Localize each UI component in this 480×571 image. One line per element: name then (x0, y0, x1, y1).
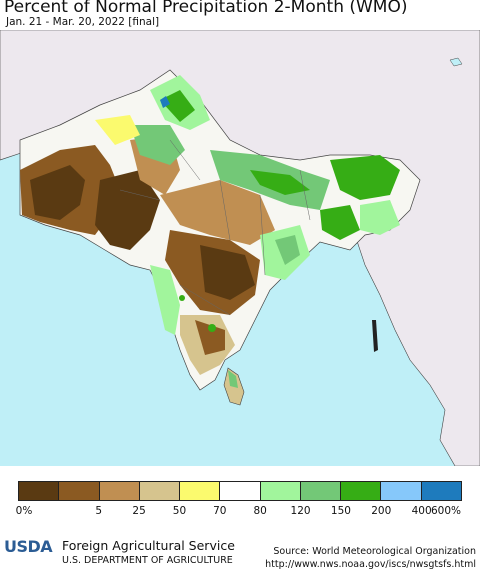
lake-north (449, 57, 463, 67)
legend-swatch-2 (99, 482, 140, 500)
region-wet-bangladesh (320, 205, 360, 240)
legend-tick: 120 (290, 505, 311, 517)
usda-logo: USDA (4, 537, 53, 556)
source-line: Source: World Meteorological Organizatio… (273, 546, 476, 557)
map-title: Percent of Normal Precipitation 2-Month … (4, 0, 408, 17)
legend-swatch-7 (300, 482, 342, 500)
andaman-islands (372, 320, 378, 352)
legend-swatch-4 (180, 482, 221, 500)
wet-spot-tamilnadu (208, 324, 216, 332)
legend-swatch-0 (19, 482, 60, 500)
legend-tick: 150 (330, 505, 351, 517)
legend-color-bar (18, 481, 462, 501)
wet-spot-karnataka (179, 295, 185, 301)
map-date-range: Jan. 21 - Mar. 20, 2022 [final] (6, 16, 160, 28)
region-wet-west-coast (150, 265, 180, 335)
legend-swatch-3 (139, 482, 181, 500)
legend-tick: 600% (430, 505, 462, 517)
legend-tick: 80 (253, 505, 267, 517)
legend-tick: 0% (15, 505, 33, 517)
legend-swatch-5 (220, 482, 261, 500)
precipitation-map (0, 30, 480, 466)
legend-swatch-6 (260, 482, 301, 500)
legend-swatch-1 (59, 482, 100, 500)
legend-swatch-8 (341, 482, 382, 500)
agency-name: Foreign Agricultural Service (62, 538, 235, 553)
region-dry-south (195, 320, 225, 355)
region-dry-central (160, 180, 275, 245)
region-very-dry-west (30, 165, 85, 220)
region-yellow-north (95, 115, 140, 145)
region-very-dry-gujarat (95, 170, 160, 250)
legend-swatch-10 (421, 482, 461, 500)
region-wetter-north (160, 90, 195, 122)
region-very-dry-deccan (200, 245, 255, 300)
legend-tick: 70 (213, 505, 227, 517)
legend-ticks: 0% 5 25 50 70 80 120 150 200 400 600% (0, 505, 480, 519)
sri-lanka-green (228, 370, 238, 388)
region-wet-punjab (130, 125, 185, 165)
region-wet-northeast (330, 155, 400, 200)
region-very-wet-kashmir (160, 96, 170, 108)
region-wetter-gangetic (250, 170, 310, 195)
legend-tick: 50 (172, 505, 187, 517)
legend-tick: 400 (411, 505, 432, 517)
legend-tick: 200 (371, 505, 392, 517)
legend-swatch-9 (381, 482, 422, 500)
legend-tick: 25 (132, 505, 146, 517)
legend-tick: 5 (95, 505, 103, 517)
internal-borders (119, 139, 311, 316)
source-block: Source: World Meteorological Organizatio… (265, 545, 476, 571)
region-wetter-east (275, 235, 300, 265)
region-pale-northeast (360, 200, 400, 235)
source-url: http://www.nws.noaa.gov/iscs/nwsgtsfs.ht… (265, 559, 476, 570)
department-name: U.S. DEPARTMENT OF AGRICULTURE (62, 555, 233, 566)
